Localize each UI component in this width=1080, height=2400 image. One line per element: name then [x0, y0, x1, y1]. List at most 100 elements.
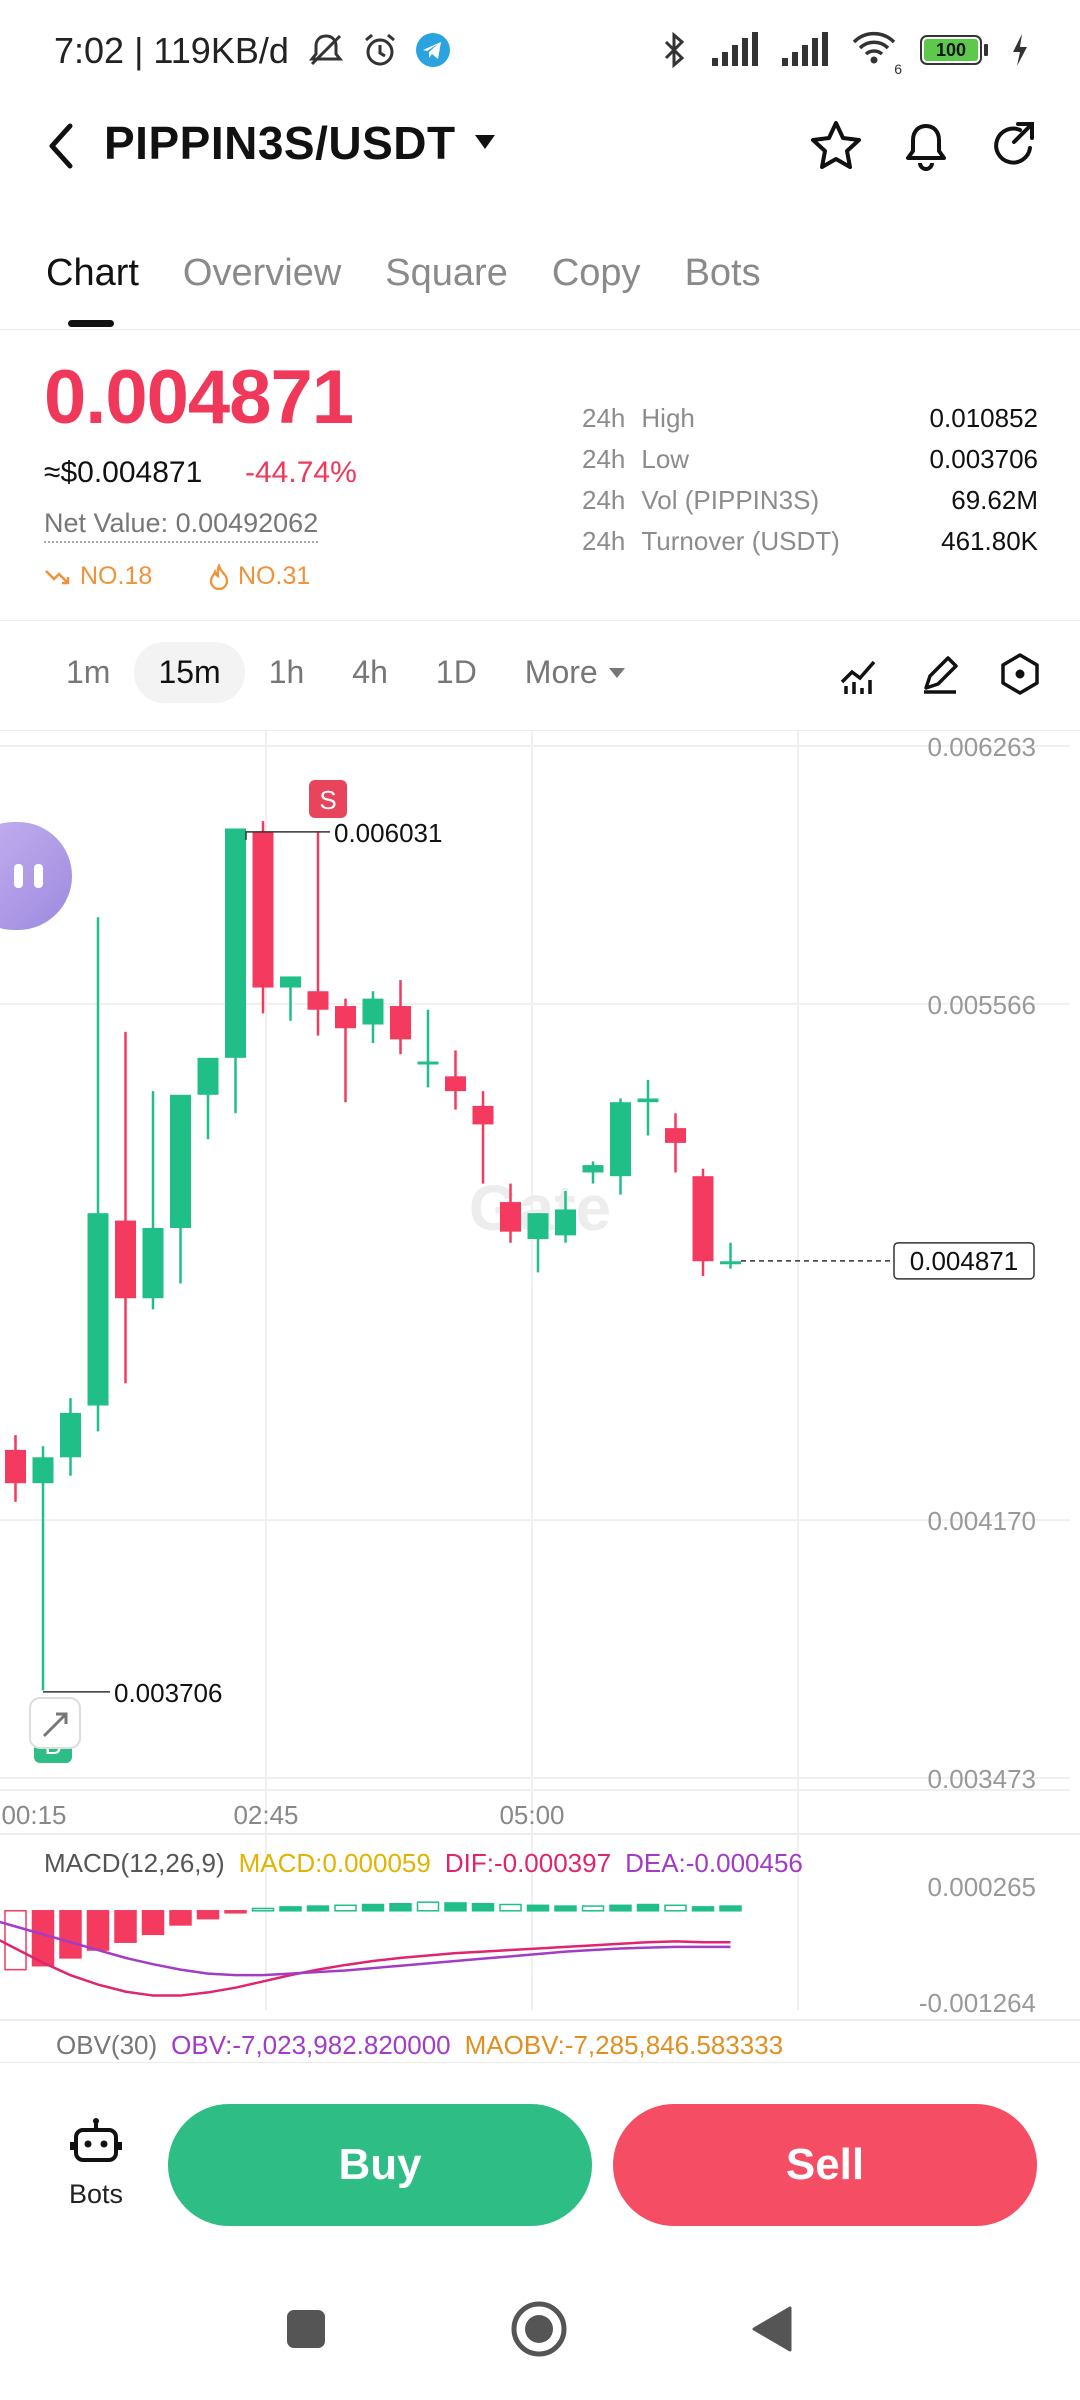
indicators-icon[interactable] [838, 652, 882, 696]
flame-icon [209, 563, 229, 590]
tab-copy[interactable]: Copy [551, 252, 641, 294]
interval-4h[interactable]: 4h [352, 654, 388, 690]
tab-square[interactable]: Square [385, 252, 508, 294]
robot-icon [70, 2118, 122, 2162]
status-time: 7:02 | 119KB/d [54, 30, 289, 71]
signal-icon-1 [712, 31, 758, 66]
tab-overview[interactable]: Overview [182, 252, 342, 294]
price-alert-bell-icon[interactable] [898, 118, 954, 174]
stat-label: Turnover (USDT) [641, 526, 840, 556]
macd-histogram-bar [499, 1903, 522, 1912]
draw-pencil-icon[interactable] [918, 652, 962, 696]
net-value[interactable]: Net Value: 0.00492062 [44, 508, 319, 543]
interval-15m[interactable]: 15m [134, 642, 245, 703]
interval-1m[interactable]: 1m [66, 654, 111, 690]
macd-legend-item: MACD(12,26,9) [44, 1848, 225, 1878]
buy-button[interactable]: Buy [168, 2104, 592, 2226]
interval-more-label: More [524, 654, 598, 690]
candle-body [307, 991, 329, 1010]
macd-histogram-bar [526, 1904, 550, 1912]
price-chart[interactable]: Gate0.0062630.0055660.0041700.0034730.00… [0, 730, 1080, 2060]
macd-histogram-bar [59, 1910, 82, 1959]
macd-legend-item: MACD:0.000059 [239, 1848, 431, 1878]
interval-1h[interactable]: 1h [268, 654, 305, 690]
low-marker-label: 0.003706 [114, 1678, 222, 1708]
candle-body [720, 1261, 741, 1265]
candle-body [390, 1006, 411, 1040]
trend-down-icon [45, 569, 70, 584]
macd-histogram-bar [4, 1910, 27, 1971]
macd-histogram-bar [224, 1910, 247, 1914]
macd-dif-line [0, 1939, 731, 1997]
candle-body [417, 1061, 439, 1065]
macd-histogram-bar [334, 1904, 357, 1912]
share-icon[interactable] [986, 118, 1042, 174]
macd-histogram-bar [196, 1910, 220, 1920]
candle-body [610, 1102, 631, 1177]
stat-period: 24h [582, 485, 626, 515]
current-price-label: 0.004871 [910, 1246, 1018, 1276]
home-button[interactable] [510, 2300, 568, 2358]
tab-chart[interactable]: Chart [46, 252, 139, 294]
bubble-eye-left [14, 864, 23, 888]
high-marker-label: 0.006031 [334, 818, 442, 848]
candle-body [225, 828, 246, 1058]
y-tick-label: 0.003473 [928, 1764, 1036, 1794]
bluetooth-icon [664, 31, 685, 68]
macd-histogram-bar [389, 1902, 412, 1912]
back-arrow-icon[interactable] [40, 118, 84, 174]
obv-legend-item: MAOBV:-7,285,846.583333 [465, 2030, 783, 2060]
interval-more[interactable]: More [501, 642, 650, 703]
tab-bots[interactable]: Bots [684, 252, 761, 294]
system-nav-bar [0, 2280, 1080, 2380]
candle-body [500, 1202, 521, 1232]
macd-histogram-bar [361, 1903, 385, 1912]
candle-body [445, 1076, 466, 1092]
macd-histogram-bar [444, 1902, 467, 1912]
macd-legend-item: DIF:-0.000397 [445, 1848, 611, 1878]
stat-value: 461.80K [941, 526, 1038, 556]
stat-label: Vol (PIPPIN3S) [641, 485, 820, 515]
macd-dea-line [0, 1920, 731, 1977]
back-button[interactable] [750, 2304, 794, 2354]
stat-value: 0.010852 [929, 403, 1038, 433]
macd-histogram-bar [581, 1905, 605, 1912]
candle-body [280, 976, 301, 988]
status-left-icons [306, 30, 452, 70]
stat-value: 69.62M [951, 485, 1038, 515]
charging-icon [1013, 33, 1027, 66]
rank-trend[interactable]: NO.18 [44, 562, 152, 591]
macd-histogram-bar [114, 1910, 137, 1943]
macd-histogram-bar [719, 1905, 742, 1912]
candle-body [87, 1213, 109, 1406]
pair-dropdown-icon[interactable] [474, 134, 496, 150]
stat-period: 24h [582, 526, 626, 556]
price-change: -44.74% [245, 456, 357, 489]
macd-y-tick-label: 0.000265 [928, 1872, 1036, 1902]
macd-histogram-bar [471, 1902, 495, 1912]
interval-1d[interactable]: 1D [435, 654, 477, 690]
obv-legend-item: OBV(30) [56, 2030, 157, 2060]
pair-title[interactable]: PIPPIN3S/USDT [104, 117, 456, 169]
wifi-icon: 6 [850, 28, 902, 77]
stat-value: 0.003706 [929, 444, 1038, 474]
favorite-star-icon[interactable] [808, 118, 864, 174]
expand-chart-icon-arrow [42, 1712, 68, 1738]
macd-y-tick-label: -0.001264 [919, 1988, 1036, 2018]
macd-legend: MACD(12,26,9) MACD:0.000059 DIF:-0.000397 D… [44, 1848, 803, 1878]
intervals-divider [0, 730, 1080, 731]
stat-label: Low [641, 444, 690, 474]
candle-body [142, 1227, 164, 1299]
bots-shortcut[interactable]: Bots [56, 2116, 136, 2210]
recents-button[interactable] [287, 2310, 325, 2348]
candle-body [555, 1209, 576, 1236]
macd-histogram-bar [636, 1903, 660, 1912]
macd-histogram-bar [251, 1907, 275, 1912]
x-tick-label: 05:00 [499, 1800, 564, 1830]
stat-row-high: 24h High 0.010852 [582, 398, 1038, 439]
chart-settings-icon[interactable] [998, 652, 1042, 696]
x-tick-label: 02:45 [233, 1800, 298, 1830]
candle-body [197, 1057, 219, 1095]
sell-button[interactable]: Sell [613, 2104, 1037, 2226]
rank-hot[interactable]: NO.31 [208, 562, 310, 591]
